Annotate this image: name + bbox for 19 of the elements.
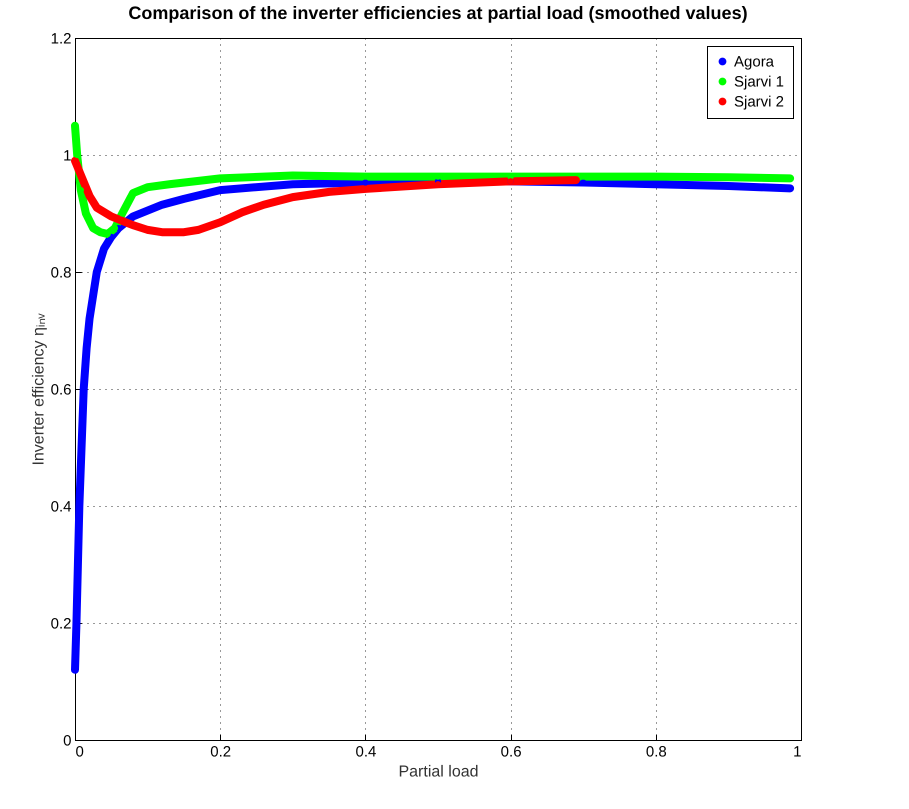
y-axis-title: Inverter efficiency ηᵢₙᵥ [30, 312, 48, 466]
y-tick-label: 0.4 [50, 498, 72, 516]
x-tick-label: 0.6 [500, 744, 522, 760]
x-tick-label: 0 [76, 744, 84, 760]
legend-label: Sjarvi 2 [734, 94, 784, 110]
x-axis-title: Partial load [398, 764, 479, 780]
y-tick-label: 0.6 [50, 382, 72, 398]
y-tick-label: 1.2 [50, 30, 72, 48]
y-tick-label: 0.2 [50, 616, 72, 632]
y-tick-label: 0 [63, 732, 72, 750]
x-tick-label: 1 [793, 744, 802, 760]
x-tick-label: 0.4 [355, 744, 376, 760]
y-tick-label: 0.8 [50, 264, 72, 282]
legend-label: Agora [734, 54, 775, 70]
legend-label: Sjarvi 1 [734, 74, 784, 90]
x-tick-label: 0.2 [210, 744, 232, 760]
y-tick-label: 1 [63, 148, 72, 164]
x-tick-label: 0.8 [646, 744, 667, 760]
chart-title: Comparison of the inverter efficiencies at partial load (smoothed values) [128, 3, 748, 23]
